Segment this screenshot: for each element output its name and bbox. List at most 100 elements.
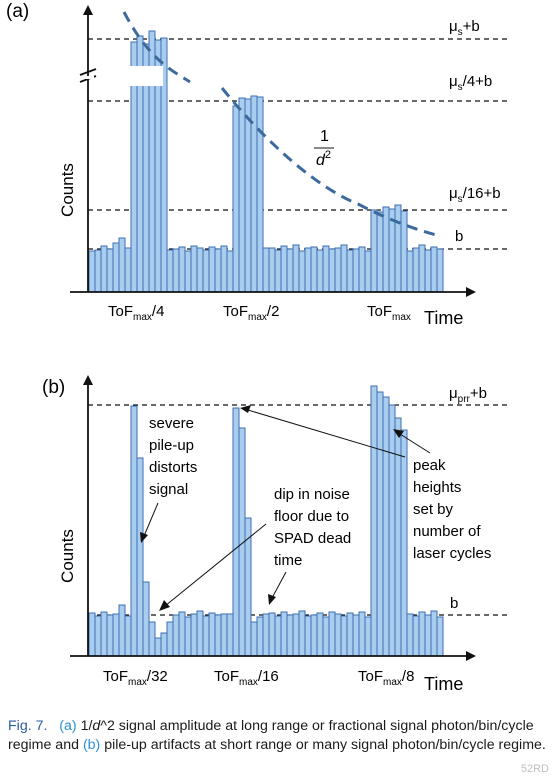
caption-ref-b[interactable]: (b) xyxy=(82,737,101,753)
bar-b-45 xyxy=(358,611,366,657)
caption-ref-a[interactable]: (a) xyxy=(59,718,77,734)
bar-a-18 xyxy=(196,247,204,293)
bar-a-31 xyxy=(274,249,282,293)
bar-a-58 xyxy=(436,248,444,293)
annotation-pileup: severe pile-up distorts signal xyxy=(149,415,202,498)
caption-text-3: pile-up artifacts at short range or many… xyxy=(104,737,546,753)
bar-a-20 xyxy=(208,246,216,293)
bar-a-42 xyxy=(340,244,348,293)
arrow-peak-right xyxy=(399,433,431,454)
panel-b-label: (b) xyxy=(42,377,65,398)
bar-a-35 xyxy=(298,250,306,293)
bar-b-21 xyxy=(214,614,222,657)
x-axis-label-a: Time xyxy=(424,308,463,328)
watermark: 52RD xyxy=(520,763,549,775)
caption-fig-number: Fig. 7. xyxy=(8,718,48,734)
bar-b-12 xyxy=(160,632,168,657)
axis-break-gap xyxy=(118,66,163,86)
bar-b-15 xyxy=(178,611,186,657)
bar-b-34 xyxy=(292,613,300,657)
bar-b-2 xyxy=(100,611,108,657)
bar-b-52 xyxy=(400,429,408,657)
bar-b-37 xyxy=(310,614,318,657)
x-axis-label-b: Time xyxy=(424,674,463,694)
y-axis-label-a: Counts xyxy=(58,163,77,217)
bar-a-23 xyxy=(226,250,234,293)
tick-label-tof32: ToFmax/32 xyxy=(103,668,168,688)
arrowhead-peak-left xyxy=(240,405,251,413)
bar-b-22 xyxy=(220,613,228,657)
bar-b-57 xyxy=(430,610,438,657)
arrowhead-dip-left xyxy=(159,600,170,611)
bar-b-16 xyxy=(184,616,192,657)
bar-b-33 xyxy=(286,614,294,657)
arrow-dip-down xyxy=(271,571,287,599)
arrow-dip-left xyxy=(164,523,267,607)
bar-a-6 xyxy=(124,247,132,293)
bar-b-28 xyxy=(256,616,264,657)
bar-b-56 xyxy=(424,614,432,657)
bar-b-6 xyxy=(124,615,132,657)
bar-b-1 xyxy=(94,615,102,657)
bar-b-48 xyxy=(376,391,384,657)
bar-b-38 xyxy=(316,612,324,657)
bar-b-58 xyxy=(436,616,444,657)
bar-b-3 xyxy=(106,614,114,657)
tick-label-tofmax: ToFmax xyxy=(367,303,411,323)
bar-b-36 xyxy=(304,615,312,657)
annotation-peak: peak heights set by number of laser cycl… xyxy=(413,457,491,562)
bar-a-52 xyxy=(400,210,408,293)
bar-b-19 xyxy=(202,615,210,657)
bar-a-44 xyxy=(352,248,360,293)
bar-a-54 xyxy=(412,247,420,293)
level-label-mus4: μs/4+b xyxy=(449,73,492,93)
level-label-mus16: μs/16+b xyxy=(449,185,501,205)
bar-a-25 xyxy=(238,97,246,293)
bar-a-51 xyxy=(394,204,402,293)
bar-b-30 xyxy=(268,612,276,657)
bar-b-17 xyxy=(190,613,198,657)
curve-label-den: d2 xyxy=(316,149,331,169)
bar-a-48 xyxy=(376,211,384,293)
bar-a-28 xyxy=(256,96,264,293)
bar-b-27 xyxy=(250,621,258,657)
bar-b-0 xyxy=(88,612,96,657)
axis-break-mark-1 xyxy=(79,68,97,76)
bar-b-55 xyxy=(418,611,426,657)
bar-b-7 xyxy=(130,405,138,657)
bar-a-15 xyxy=(178,246,186,293)
bar-b-11 xyxy=(154,637,162,657)
caption-text-2: ^2 signal amplitude at long range or fra… xyxy=(8,718,534,753)
bar-a-24 xyxy=(232,105,240,293)
bar-a-39 xyxy=(322,245,330,293)
bar-b-42 xyxy=(340,615,348,657)
x-axis-arrow-b xyxy=(466,651,476,661)
axis-break-gap-y xyxy=(82,76,94,79)
bar-a-5 xyxy=(118,237,126,293)
bar-a-56 xyxy=(424,249,432,293)
bar-b-23 xyxy=(226,613,234,657)
panel-a-label: (a) xyxy=(6,1,29,22)
bar-b-40 xyxy=(328,611,336,657)
arrow-pileup xyxy=(143,502,159,537)
bar-a-4 xyxy=(112,242,120,293)
bar-a-47 xyxy=(370,209,378,293)
arrowhead-dip-down xyxy=(268,594,276,605)
bar-b-18 xyxy=(196,610,204,657)
curve-label-num: 1 xyxy=(320,128,329,145)
bar-a-32 xyxy=(280,245,288,293)
bar-b-8 xyxy=(136,457,144,657)
bar-a-3 xyxy=(106,248,114,293)
arrowhead-peak-right xyxy=(393,429,404,438)
bar-b-44 xyxy=(352,614,360,657)
bar-a-0 xyxy=(88,250,96,293)
bar-a-40 xyxy=(328,248,336,293)
tick-label-tof8: ToFmax/8 xyxy=(358,668,414,688)
level-label-muprr: μprr+b xyxy=(449,385,487,405)
bar-a-37 xyxy=(310,246,318,293)
bar-a-53 xyxy=(406,250,414,293)
bar-b-39 xyxy=(322,616,330,657)
bar-b-31 xyxy=(274,615,282,657)
bar-a-16 xyxy=(184,250,192,293)
